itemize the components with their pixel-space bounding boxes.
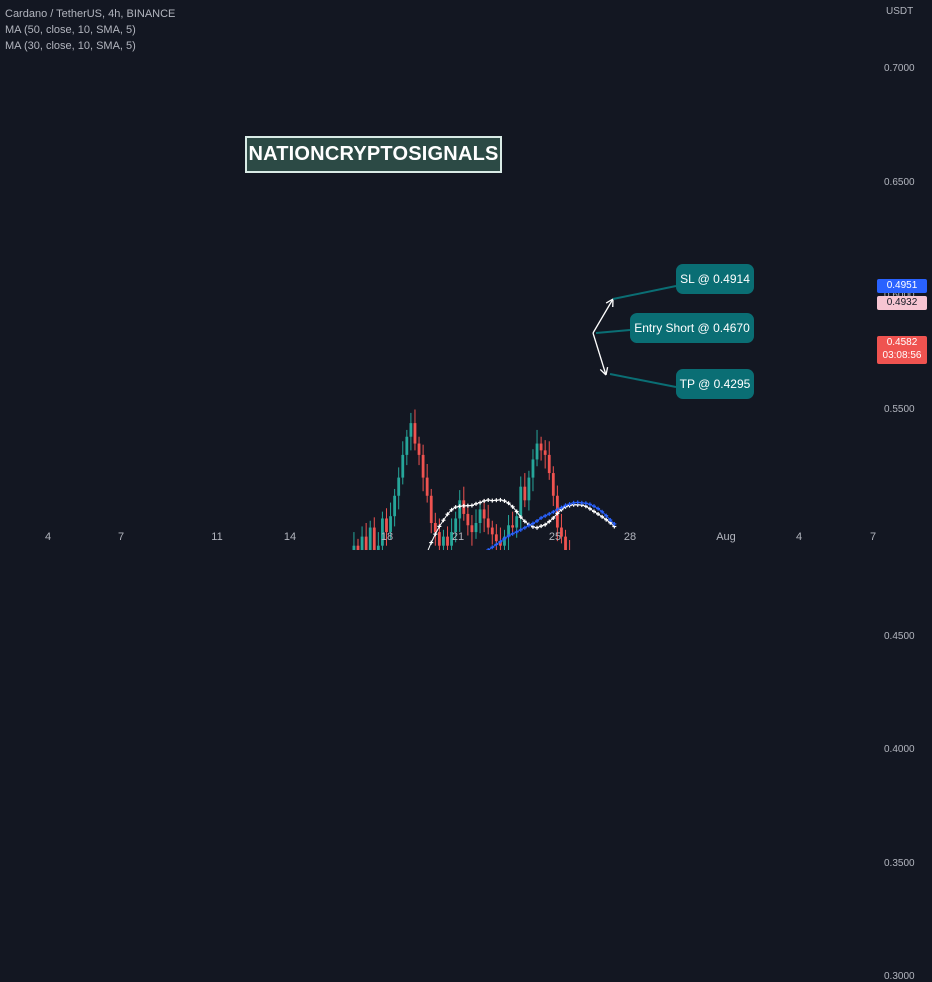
candle-body[interactable] (438, 532, 441, 546)
price-tick-label: 0.4000 (884, 744, 915, 755)
price-tick-label: 0.6500 (884, 177, 915, 188)
candle-body[interactable] (357, 546, 360, 550)
candle-body[interactable] (373, 528, 376, 550)
candle-body[interactable] (446, 537, 449, 546)
candle-body[interactable] (434, 523, 437, 532)
candle-body[interactable] (422, 455, 425, 478)
ma30-legend[interactable]: MA (30, close, 10, SMA, 5) (5, 38, 175, 54)
price-tick-label: 0.7000 (884, 63, 915, 74)
arrow-to-tp (593, 333, 606, 375)
last-price-value: 0.4582 (877, 336, 927, 349)
candle-body[interactable] (365, 537, 368, 550)
candle-body[interactable] (552, 473, 555, 496)
candle-body[interactable] (564, 537, 567, 550)
watermark-banner: NATIONCRYPTOSIGNALS (245, 136, 502, 173)
stop-loss-callout[interactable]: SL @ 0.4914 (676, 264, 754, 294)
entry-leader (596, 330, 630, 333)
candle-body[interactable] (491, 528, 494, 535)
time-tick-label: 14 (284, 531, 296, 543)
time-tick-label: 28 (624, 531, 636, 543)
candle-body[interactable] (527, 478, 530, 501)
candle-body[interactable] (483, 509, 486, 518)
candle-body[interactable] (544, 450, 547, 455)
candle-body[interactable] (458, 500, 461, 518)
candle-body[interactable] (430, 496, 433, 523)
last-price-badge: 0.4582 03:08:56 (877, 336, 927, 364)
candle-body[interactable] (389, 516, 392, 532)
ma50-legend[interactable]: MA (50, close, 10, SMA, 5) (5, 22, 175, 38)
time-tick-label: 18 (381, 531, 393, 543)
time-tick-label: 11 (211, 531, 222, 543)
candle-body[interactable] (536, 444, 539, 460)
candle-body[interactable] (475, 523, 478, 532)
candle-body[interactable] (479, 509, 482, 523)
take-profit-callout[interactable]: TP @ 0.4295 (676, 369, 754, 399)
candle-body[interactable] (495, 534, 498, 541)
candle-body[interactable] (418, 444, 421, 455)
candle-body[interactable] (414, 423, 417, 443)
candle-body[interactable] (466, 514, 469, 525)
time-tick-label: 4 (45, 531, 51, 543)
chart-panel[interactable]: Cardano / TetherUS, 4h, BINANCE MA (50, … (0, 0, 932, 550)
candlestick-chart[interactable] (0, 0, 932, 550)
candle-body[interactable] (511, 525, 514, 527)
candle-body[interactable] (393, 496, 396, 516)
symbol-line[interactable]: Cardano / TetherUS, 4h, BINANCE (5, 6, 175, 22)
candle-body[interactable] (442, 537, 445, 546)
candle-body[interactable] (523, 487, 526, 501)
candle-body[interactable] (487, 518, 490, 527)
candle-body[interactable] (369, 528, 372, 550)
price-tick-label: 0.3500 (884, 858, 915, 869)
chart-legend: Cardano / TetherUS, 4h, BINANCE MA (50, … (5, 6, 175, 54)
candle-body[interactable] (401, 455, 404, 478)
candle-body[interactable] (532, 459, 535, 477)
time-tick-label: Aug (716, 531, 736, 543)
entry-short-callout[interactable]: Entry Short @ 0.4670 (630, 313, 754, 343)
price-tick-label: 0.3000 (884, 971, 915, 982)
candle-body[interactable] (353, 546, 356, 550)
arrow-to-tp-head (606, 367, 608, 375)
tp-leader (610, 374, 676, 387)
ma30-line[interactable] (24, 500, 614, 550)
candle-body[interactable] (519, 487, 522, 517)
candle-body[interactable] (361, 537, 364, 550)
candle-body[interactable] (377, 546, 380, 550)
time-tick-label: 7 (118, 531, 124, 543)
ma-blue-price-badge: 0.4951 (877, 279, 927, 293)
candle-body[interactable] (409, 423, 412, 437)
price-axis-unit: USDT (886, 6, 913, 17)
candle-body[interactable] (540, 444, 543, 451)
price-tick-label: 0.4500 (884, 631, 915, 642)
candle-body[interactable] (405, 437, 408, 455)
ma50-line[interactable] (24, 502, 614, 550)
sl-leader (613, 286, 676, 299)
candle-body[interactable] (426, 478, 429, 496)
price-tick-label: 0.5500 (884, 404, 915, 415)
bar-countdown: 03:08:56 (877, 349, 927, 362)
candle-body[interactable] (515, 516, 518, 527)
ma-white-price-badge: 0.4932 (877, 296, 927, 310)
candle-body[interactable] (548, 455, 551, 473)
time-tick-label: 7 (870, 531, 876, 543)
arrow-to-sl (593, 299, 613, 333)
time-tick-label: 4 (796, 531, 802, 543)
time-tick-label: 21 (452, 531, 464, 543)
candle-body[interactable] (397, 478, 400, 496)
candle-body[interactable] (471, 525, 474, 532)
time-tick-label: 25 (549, 531, 561, 543)
